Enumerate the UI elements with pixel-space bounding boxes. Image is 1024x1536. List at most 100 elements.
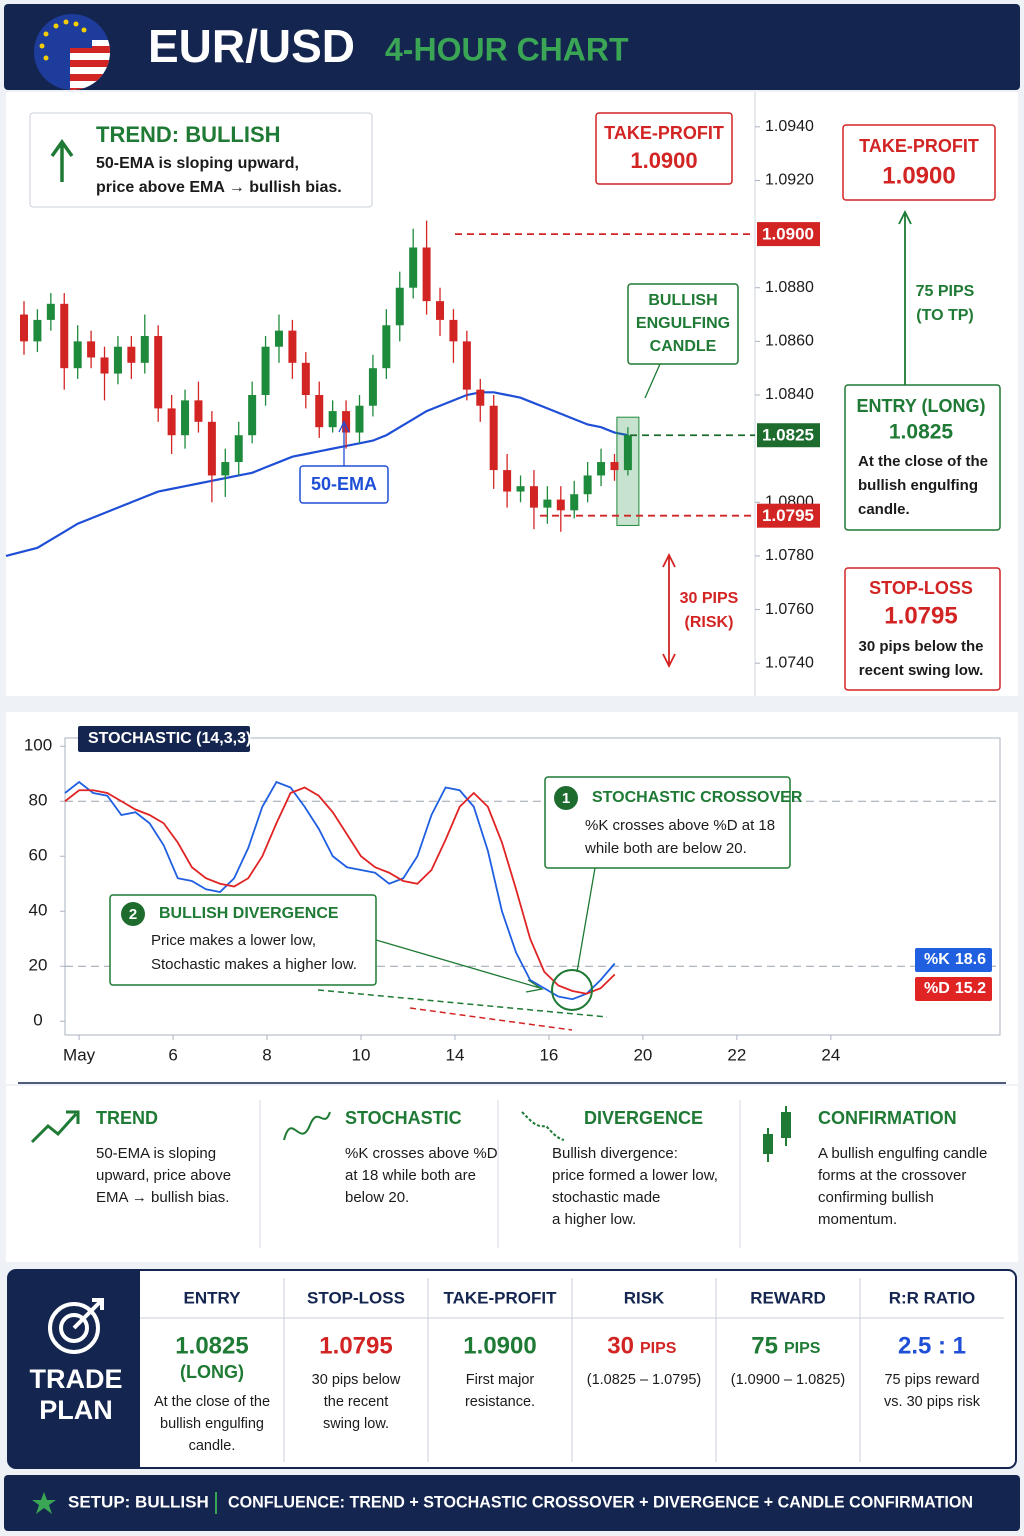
divergence-text: Stochastic makes a higher low. bbox=[151, 956, 357, 973]
y-tick-label: 80 bbox=[29, 791, 48, 810]
crossover-text: while both are below 20. bbox=[584, 840, 747, 857]
ema-pointer bbox=[338, 420, 350, 466]
candle-body bbox=[100, 357, 109, 374]
readout-name: %K bbox=[924, 951, 950, 968]
summary-text: EMA → bullish bias. bbox=[96, 1189, 229, 1206]
badge-number: 1 bbox=[562, 790, 570, 807]
x-tick-label: 24 bbox=[821, 1045, 840, 1064]
stop-text: 30 pips below the bbox=[858, 638, 983, 655]
readout-value: 15.2 bbox=[955, 980, 986, 997]
column-value: 30 bbox=[607, 1332, 634, 1359]
candle-body bbox=[610, 462, 619, 471]
level-label: 1.0825 bbox=[762, 426, 814, 445]
y-tick-label: 60 bbox=[29, 846, 48, 865]
crossover-pointer bbox=[576, 867, 596, 973]
entry-box bbox=[844, 384, 1001, 531]
crossover-text: %K crosses above %D at 18 bbox=[585, 817, 775, 834]
entry-title: ENTRY (LONG) bbox=[857, 396, 986, 416]
crossover-badge bbox=[554, 786, 578, 810]
candle-body bbox=[154, 336, 163, 409]
candle-body bbox=[288, 330, 297, 363]
x-tick-label: 6 bbox=[168, 1045, 177, 1064]
candle-body bbox=[597, 462, 606, 476]
divergence-title: BULLISH DIVERGENCE bbox=[159, 905, 339, 922]
risk-arrow bbox=[662, 552, 676, 669]
candle-body bbox=[503, 470, 512, 492]
candle-body bbox=[33, 319, 42, 342]
stop-title: STOP-LOSS bbox=[869, 578, 973, 598]
engulfing-label: CANDLE bbox=[650, 338, 717, 355]
crossover-circle bbox=[551, 969, 593, 1011]
trend-icon bbox=[30, 1110, 80, 1144]
trend-box bbox=[29, 112, 373, 208]
column-text: 75 pips reward bbox=[884, 1372, 979, 1388]
price-plot bbox=[5, 126, 760, 664]
footer-bar bbox=[4, 1475, 1020, 1531]
column-text: the recent bbox=[324, 1394, 389, 1410]
candle-body bbox=[476, 389, 485, 406]
candle-body bbox=[140, 336, 149, 363]
tp-box bbox=[842, 124, 996, 201]
risk-label: (RISK) bbox=[685, 614, 734, 631]
stoch-icon bbox=[283, 1111, 331, 1141]
candle-body bbox=[382, 325, 391, 369]
stop-text: recent swing low. bbox=[859, 662, 983, 679]
candle-body bbox=[315, 395, 324, 428]
footer-setup: SETUP: BULLISH bbox=[68, 1492, 209, 1511]
candle-body bbox=[489, 405, 498, 471]
candle-body bbox=[355, 405, 364, 433]
target-icon bbox=[48, 1298, 104, 1354]
y-tick-label: 100 bbox=[24, 736, 52, 755]
x-tick-label: 8 bbox=[262, 1045, 271, 1064]
column-header: STOP-LOSS bbox=[307, 1288, 405, 1307]
tp-tag-value: 1.0900 bbox=[630, 148, 697, 173]
column-text: 30 pips below bbox=[312, 1372, 401, 1388]
engulfing-box bbox=[627, 283, 739, 365]
candle-body bbox=[73, 341, 82, 369]
ema-label: 50-EMA bbox=[311, 474, 377, 494]
column-text: (1.0825 – 1.0795) bbox=[587, 1372, 701, 1388]
level-tag bbox=[757, 503, 820, 528]
candle-body bbox=[556, 499, 565, 511]
candle-body bbox=[167, 408, 176, 436]
column-unit: PIPS bbox=[784, 1340, 821, 1357]
tp-tag-box bbox=[595, 112, 733, 185]
x-tick-label: 16 bbox=[539, 1045, 558, 1064]
candle-body bbox=[181, 400, 190, 436]
column-text: vs. 30 pips risk bbox=[884, 1394, 981, 1410]
candle-body bbox=[409, 247, 418, 288]
readout-name: %D bbox=[924, 980, 950, 997]
stop-box bbox=[844, 567, 1001, 691]
column-text: First major bbox=[466, 1372, 535, 1388]
candle-body bbox=[301, 362, 310, 395]
stoch-title-tag bbox=[78, 726, 250, 752]
tp-distance: 75 PIPS bbox=[916, 283, 975, 300]
candle-body bbox=[194, 400, 203, 422]
candle-body bbox=[368, 368, 377, 406]
candle-body bbox=[60, 303, 69, 369]
divergence-text: Price makes a lower low, bbox=[151, 932, 316, 949]
candle-body bbox=[46, 303, 55, 320]
y-tick-label: 1.0940 bbox=[765, 118, 814, 135]
candle-body bbox=[342, 411, 351, 433]
entry-text: At the close of the bbox=[858, 453, 988, 470]
candle-icon bbox=[763, 1106, 791, 1162]
y-tick-label: 20 bbox=[29, 956, 48, 975]
summary-title: STOCHASTIC bbox=[345, 1108, 462, 1128]
candle-body bbox=[570, 494, 579, 511]
column-value: 1.0795 bbox=[319, 1332, 392, 1359]
column-value: 1.0825 bbox=[175, 1332, 248, 1359]
column-value: 2.5 : 1 bbox=[898, 1332, 966, 1359]
candle-body bbox=[583, 475, 592, 495]
divergence-pointer bbox=[375, 939, 544, 993]
tp-tag-title: TAKE-PROFIT bbox=[604, 123, 724, 143]
summary-text: 50-EMA is sloping bbox=[96, 1145, 216, 1162]
risk-label: 30 PIPS bbox=[680, 590, 739, 607]
d-readout-bg bbox=[915, 977, 992, 1001]
candle-body bbox=[274, 330, 283, 347]
y-tick-label: 1.0860 bbox=[765, 333, 814, 350]
summary-title: DIVERGENCE bbox=[584, 1108, 703, 1128]
summary-text: A bullish engulfing candle bbox=[818, 1145, 987, 1162]
column-text: At the close of the bbox=[154, 1394, 270, 1410]
y-tick-label: 1.0880 bbox=[765, 279, 814, 296]
